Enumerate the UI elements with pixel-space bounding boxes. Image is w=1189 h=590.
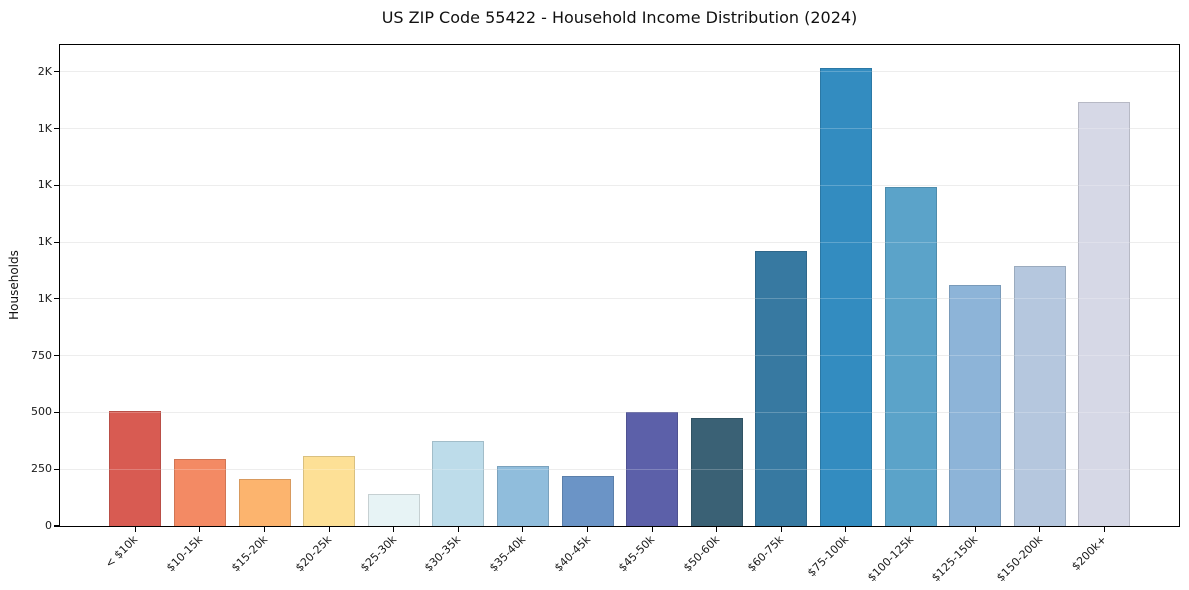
bar	[690, 418, 743, 526]
bar	[238, 478, 291, 526]
x-tick-mark	[199, 527, 201, 532]
gridline-overlay	[60, 468, 1179, 470]
y-tick-label: 1K	[37, 121, 52, 135]
y-axis-label: Households	[7, 250, 21, 320]
gridline	[60, 411, 1179, 413]
gridline-overlay	[60, 71, 1179, 73]
x-tick-mark	[263, 527, 266, 532]
y-tick-label: 2K	[37, 64, 52, 78]
y-tick-label: 250	[31, 462, 52, 476]
bar	[626, 412, 679, 526]
y-tick-label: 0	[45, 519, 52, 532]
gridline	[60, 468, 1179, 470]
bar	[173, 459, 226, 526]
x-tick-mark	[974, 527, 976, 532]
x-tick-mark	[780, 527, 782, 532]
y-tick-mark	[54, 71, 59, 73]
y-tick-label: 1K	[37, 291, 52, 305]
x-tick-mark	[522, 527, 524, 532]
x-tick-mark	[134, 527, 136, 532]
x-tick-label: < $10k	[102, 533, 141, 571]
gridline-overlay	[60, 355, 1179, 357]
bar	[755, 251, 808, 526]
gridline-overlay	[60, 411, 1179, 413]
bar	[109, 411, 162, 526]
x-tick-mark	[909, 527, 912, 532]
bar	[949, 284, 1002, 526]
y-tick-mark	[54, 468, 59, 470]
gridline	[60, 128, 1179, 130]
y-tick-mark	[54, 127, 59, 130]
bar	[1013, 265, 1066, 526]
x-tick-mark	[651, 527, 653, 532]
y-tick-mark	[54, 184, 59, 186]
gridline	[60, 71, 1179, 73]
gridline	[60, 298, 1179, 300]
bar	[1078, 101, 1131, 526]
gridline-overlay	[60, 184, 1179, 186]
gridline	[60, 355, 1179, 357]
y-tick-mark	[54, 241, 59, 243]
bar	[561, 476, 614, 526]
x-tick-mark	[1039, 527, 1041, 532]
gridline-overlay	[60, 298, 1179, 300]
y-tick-mark	[54, 525, 59, 527]
y-tick-mark	[54, 355, 59, 357]
y-tick-label: 750	[31, 348, 52, 362]
x-tick-mark	[457, 527, 459, 532]
chart-title: US ZIP Code 55422 - Household Income Dis…	[381, 8, 858, 27]
bar	[496, 465, 549, 526]
bar	[884, 186, 937, 526]
bar	[819, 68, 872, 526]
bar	[367, 493, 420, 526]
gridline-overlay	[60, 128, 1179, 130]
gridline	[60, 241, 1179, 243]
y-tick-label: 1K	[37, 178, 52, 192]
bar	[432, 441, 485, 526]
gridline-overlay	[60, 241, 1179, 243]
y-tick-label: 500	[31, 405, 52, 419]
x-tick-mark	[328, 527, 330, 532]
plot-area	[59, 44, 1180, 527]
x-tick-mark	[586, 527, 589, 532]
y-tick-mark	[54, 298, 59, 300]
y-tick-label: 1K	[37, 235, 52, 249]
y-tick-mark	[54, 411, 59, 414]
x-tick-mark	[845, 527, 847, 532]
gridline	[60, 184, 1179, 186]
x-tick-mark	[393, 527, 395, 532]
x-tick-mark	[716, 527, 718, 532]
bar	[303, 456, 356, 526]
x-tick-mark	[1103, 527, 1105, 532]
